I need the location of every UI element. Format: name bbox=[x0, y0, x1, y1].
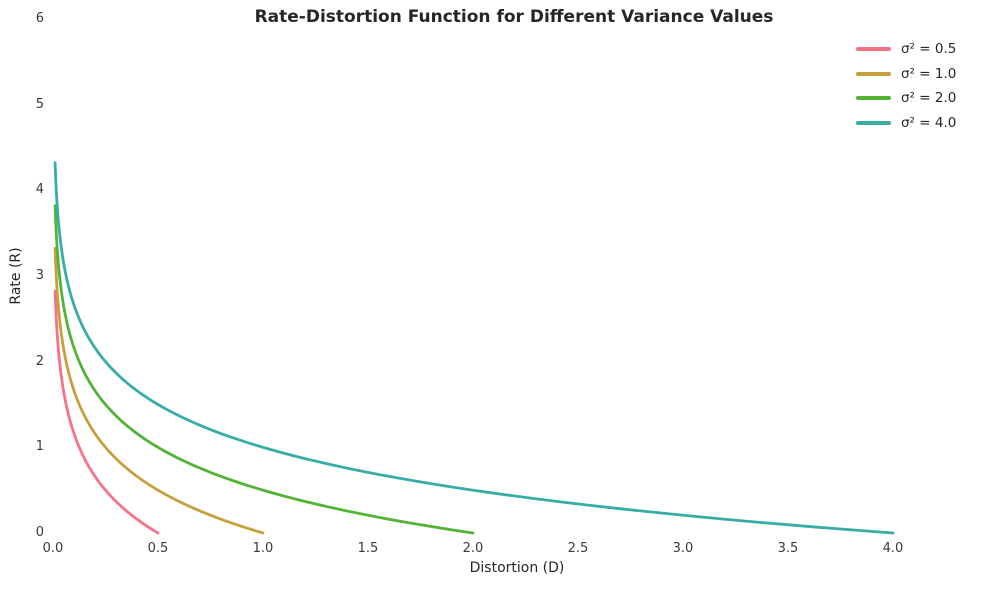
legend-label: σ² = 2.0 bbox=[901, 90, 957, 106]
curve-sigma2-0.5 bbox=[53, 289, 160, 535]
legend-label: σ² = 1.0 bbox=[901, 65, 957, 82]
legend-label: σ² = 0.5 bbox=[901, 41, 957, 57]
legend-item: σ² = 2.0 bbox=[856, 88, 956, 108]
y-tick-label: 4 bbox=[35, 182, 44, 198]
legend-item: σ² = 4.0 bbox=[856, 113, 956, 133]
y-tick-label: 0 bbox=[35, 525, 44, 540]
curve-sigma2-4 bbox=[53, 161, 895, 535]
y-tick-label: 3 bbox=[35, 267, 44, 283]
x-tick-label: 1.0 bbox=[252, 541, 274, 556]
legend-item: σ² = 1.0 bbox=[856, 64, 956, 84]
x-tick-label: 0.0 bbox=[42, 541, 64, 556]
y-tick-label: 5 bbox=[35, 96, 44, 112]
y-tick-label: 2 bbox=[35, 353, 44, 369]
y-tick-label: 1 bbox=[35, 439, 44, 455]
legend-line-swatch bbox=[856, 47, 891, 51]
legend-line-swatch bbox=[856, 96, 891, 100]
legend-line-swatch bbox=[856, 71, 891, 76]
curve-sigma2-1 bbox=[53, 247, 265, 535]
x-tick-label: 4.0 bbox=[882, 541, 904, 556]
x-tick-label: 1.5 bbox=[357, 541, 379, 556]
legend-line-swatch bbox=[856, 120, 891, 125]
x-tick-label: 0.5 bbox=[147, 541, 169, 556]
y-tick-label: 6 bbox=[35, 10, 44, 26]
chart-title: Rate-Distortion Function for Different V… bbox=[254, 7, 774, 27]
x-axis-label: Distortion (D) bbox=[469, 560, 565, 576]
curve-sigma2-2 bbox=[53, 204, 475, 535]
x-tick-label: 2.5 bbox=[567, 541, 589, 556]
legend-item: σ² = 0.5 bbox=[856, 39, 956, 59]
legend-label: σ² = 4.0 bbox=[901, 114, 957, 131]
x-tick-label: 3.0 bbox=[672, 541, 694, 556]
x-tick-label: 3.5 bbox=[777, 541, 799, 556]
x-tick-label: 2.0 bbox=[462, 541, 484, 556]
